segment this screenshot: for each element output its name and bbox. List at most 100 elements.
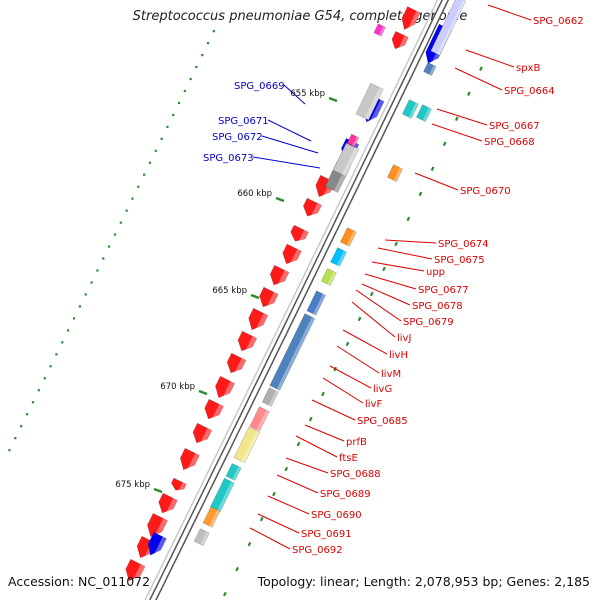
- gene-block-shape: [249, 406, 270, 432]
- label-leader: [465, 49, 515, 68]
- scale-dot: [102, 257, 105, 260]
- scale-dot: [78, 305, 81, 308]
- gene-block: [269, 313, 316, 391]
- gene-block-shine: [408, 102, 419, 119]
- gene-block-shape: [373, 23, 386, 37]
- minor-tick: [223, 591, 227, 597]
- scale-dot: [8, 449, 11, 452]
- gene-forward: [204, 398, 224, 423]
- gene-forward-shape: [248, 307, 269, 331]
- gene-block-shape: [261, 387, 279, 407]
- gene-block-shine: [232, 466, 242, 481]
- scale-dot: [206, 42, 210, 45]
- gene-label-right: SPG_0685: [357, 416, 408, 427]
- minor-tick: [442, 141, 447, 147]
- gene-block-shine: [352, 136, 359, 147]
- map-title: Streptococcus pneumoniae G54, complete g…: [132, 9, 468, 24]
- gene-block: [324, 169, 347, 193]
- gene-label-right: livF: [365, 399, 382, 410]
- gene-reverse: [147, 531, 167, 559]
- minor-tick: [382, 266, 386, 272]
- minor-tick: [418, 191, 423, 197]
- gene-forward-shine: [298, 230, 309, 245]
- gene-forward: [125, 558, 146, 585]
- minor-tick: [430, 166, 435, 172]
- gene-block-shape: [193, 528, 210, 546]
- gene-forward-shine: [131, 564, 145, 585]
- label-leader: [361, 283, 411, 306]
- gene-block: [261, 387, 279, 407]
- gene-label-left: SPG_0671: [218, 116, 269, 127]
- scale-dot: [96, 269, 99, 272]
- scale-tick-mark: [198, 389, 208, 396]
- gene-label-right: SPG_0688: [330, 469, 381, 480]
- gene-block: [320, 268, 337, 286]
- gene-label-right: SPG_0675: [434, 255, 485, 266]
- gene-block-shape: [202, 506, 221, 528]
- gene-block: [202, 506, 221, 528]
- scale-dot: [172, 113, 175, 117]
- gene-block: [330, 142, 360, 181]
- gene-block-shape: [320, 268, 337, 286]
- gene-block-shape: [355, 82, 384, 121]
- gene-block: [355, 82, 384, 121]
- gene-forward-shape: [303, 197, 322, 217]
- label-leader: [249, 527, 291, 550]
- scale-dot: [148, 161, 152, 164]
- scale-dot: [189, 77, 192, 81]
- gene-label-right: upp: [426, 267, 445, 278]
- scale-dot: [84, 293, 87, 296]
- gene-block: [423, 62, 437, 76]
- minor-tick: [467, 91, 471, 97]
- scale-dot: [25, 413, 29, 416]
- gene-block-shape: [430, 0, 467, 56]
- gene-forward-shape: [215, 375, 236, 399]
- scale-dot: [20, 425, 23, 428]
- gene-forward-shape: [192, 422, 213, 444]
- gene-block-shine: [436, 0, 466, 56]
- gene-forward: [226, 352, 247, 377]
- scale-dot: [137, 185, 140, 188]
- gene-block: [225, 463, 242, 481]
- gene-block-shape: [330, 247, 348, 267]
- scale-dot: [113, 233, 117, 236]
- label-leader: [267, 119, 312, 142]
- gene-block-shape: [402, 99, 419, 119]
- gene-forward: [401, 6, 421, 33]
- gene-block-shape: [416, 104, 432, 122]
- gene-block-shine: [378, 26, 386, 37]
- genome-summary-text: Topology: linear; Length: 2,078,953 bp; …: [257, 574, 590, 589]
- label-leader: [371, 261, 425, 272]
- gene-forward-shine: [178, 482, 187, 494]
- gene-label-right: livM: [381, 369, 401, 380]
- gene-label-right: SPG_0679: [403, 317, 454, 328]
- scale-dot: [49, 365, 52, 368]
- label-leader: [283, 84, 306, 105]
- scale-dot: [201, 53, 204, 57]
- label-leader: [336, 345, 380, 374]
- scale-tick-mark: [153, 487, 163, 494]
- gene-forward-shine: [211, 404, 224, 423]
- label-leader: [351, 301, 396, 338]
- gene-reverse-shine: [152, 536, 167, 559]
- minor-tick: [308, 416, 313, 422]
- gene-forward-shape: [204, 398, 224, 420]
- gene-block: [233, 426, 261, 464]
- gene-block-shape: [269, 313, 316, 391]
- gene-forward-shine: [221, 381, 235, 402]
- gene-label-right: ftsE: [339, 453, 358, 464]
- gene-block-shine: [276, 317, 315, 391]
- label-leader: [304, 424, 345, 442]
- gene-forward-shape: [171, 477, 187, 491]
- gene-label-right: SPG_0667: [489, 121, 540, 132]
- scale-dots: [8, 30, 215, 452]
- genome-backbone-highlight: [150, 0, 448, 600]
- gene-block-shine: [340, 147, 359, 180]
- gene-block-shine: [333, 174, 346, 193]
- gene-label-right: spxB: [516, 63, 540, 74]
- label-leader: [342, 329, 388, 355]
- gene-forward-shine: [289, 249, 302, 268]
- gene-block-shape: [306, 290, 326, 316]
